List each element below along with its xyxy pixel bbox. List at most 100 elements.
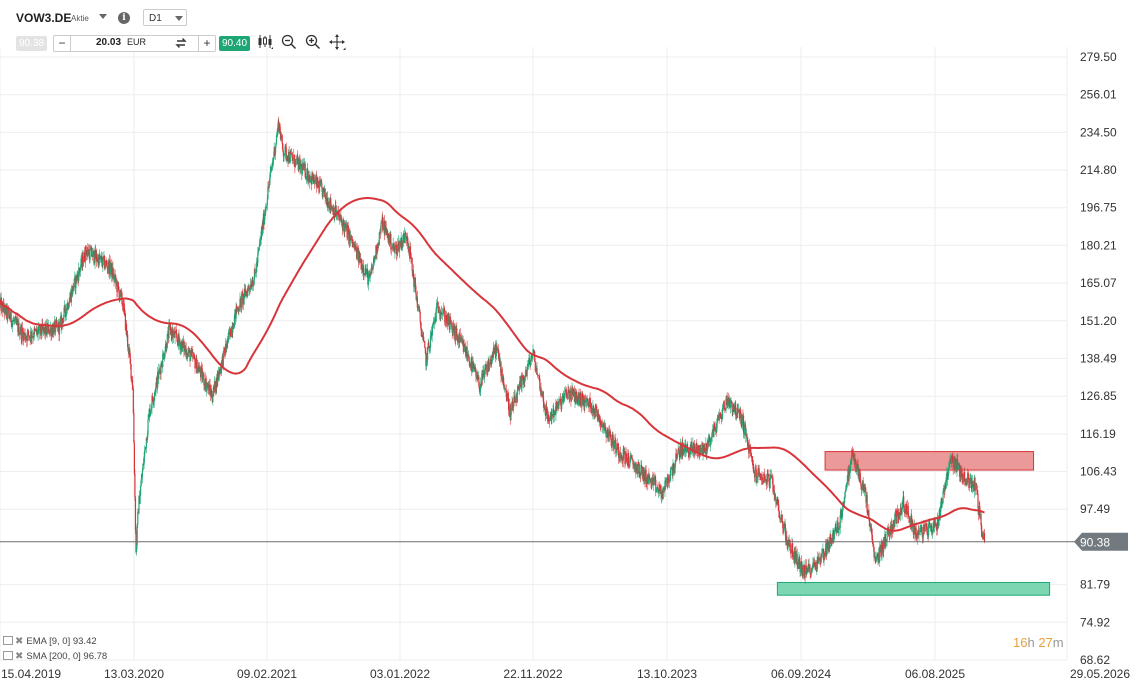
candle-body — [972, 480, 974, 485]
candle-body — [196, 357, 198, 373]
last-price-line: 90.38 — [0, 532, 1128, 551]
swap-icon[interactable] — [175, 36, 187, 50]
candle-body — [762, 478, 764, 481]
candle-body — [872, 544, 875, 547]
sma-200-line — [0, 197, 985, 532]
zoom-out-icon[interactable] — [280, 33, 298, 51]
candle-body — [99, 258, 101, 260]
candle-body — [258, 247, 260, 250]
candle-body — [700, 450, 702, 455]
candle-body — [662, 488, 664, 500]
timeframe-select[interactable]: D1 — [143, 9, 187, 26]
indicator-settings-icon[interactable] — [3, 635, 13, 645]
candle-body — [939, 505, 942, 517]
candle-body — [898, 513, 900, 518]
move-crosshair-icon[interactable] — [328, 33, 346, 51]
candle-body — [929, 523, 931, 528]
candle-body — [162, 353, 164, 367]
candle-body — [731, 402, 733, 413]
candle-body — [693, 444, 696, 454]
candle-body — [351, 236, 353, 243]
candle-body — [734, 402, 737, 416]
sell-price-button[interactable]: 90.38 — [16, 36, 47, 51]
candle-body — [170, 326, 172, 335]
indicator-ema-legend[interactable]: ✖ EMA [9, 0] 93.42 — [3, 635, 97, 647]
candle-body — [950, 458, 952, 461]
candle-body — [551, 414, 553, 421]
candle-body — [437, 307, 440, 313]
candle-body — [277, 127, 279, 136]
candle-body — [484, 367, 486, 370]
symbol-dropdown-caret-icon[interactable] — [99, 14, 107, 19]
candle-body — [317, 177, 319, 186]
candle-body — [912, 520, 914, 524]
candle-body — [514, 398, 517, 403]
candle-body — [13, 320, 16, 322]
candle-body — [172, 332, 175, 337]
candle-body — [184, 345, 186, 351]
info-icon[interactable]: i — [118, 12, 130, 24]
sma-line — [0, 197, 985, 532]
candle-body — [502, 376, 504, 383]
candle-body — [517, 386, 519, 391]
candle-body — [219, 367, 222, 374]
y-tick-label: 97.49 — [1080, 502, 1110, 516]
candle-body — [711, 431, 713, 438]
y-tick-label: 165.07 — [1080, 276, 1117, 290]
decrease-quantity-button[interactable]: − — [54, 36, 71, 51]
candle-body — [375, 245, 378, 255]
candle-body — [181, 340, 183, 352]
candle-body — [572, 388, 574, 395]
candle-body — [120, 292, 123, 294]
candle-body — [855, 464, 857, 472]
candle-body — [145, 438, 147, 449]
candle-body — [280, 137, 282, 140]
candle-body — [626, 457, 628, 459]
candle-body — [971, 480, 974, 489]
candle-body — [382, 217, 384, 231]
candle-body — [595, 406, 597, 410]
candle-body — [916, 538, 918, 540]
candle-body — [289, 151, 291, 163]
candle-body — [409, 246, 412, 258]
candle-body — [85, 246, 87, 253]
candle-body — [848, 467, 850, 482]
candle-body — [940, 498, 942, 506]
candle-body — [309, 179, 311, 183]
remove-indicator-icon[interactable]: ✖ — [15, 636, 24, 647]
candle-body — [129, 350, 131, 359]
quantity-stepper[interactable]: − 20.03 EUR + — [53, 35, 216, 52]
candle-body — [384, 225, 386, 236]
candle-body — [581, 392, 583, 406]
chart-type-candles-icon[interactable] — [256, 33, 274, 51]
candle-body — [742, 414, 744, 416]
increase-quantity-button[interactable]: + — [198, 36, 215, 51]
candle-body — [969, 478, 971, 485]
candle-body — [21, 327, 23, 340]
candle-body — [202, 376, 204, 380]
candle-body — [918, 531, 920, 536]
quantity-value[interactable]: 20.03 — [96, 37, 122, 48]
indicator-settings-icon[interactable] — [3, 650, 13, 660]
y-tick-label: 116.19 — [1080, 427, 1116, 441]
candle-body — [763, 473, 765, 476]
candle-body — [651, 479, 653, 488]
candle-body — [659, 485, 661, 494]
buy-price-button[interactable]: 90.40 — [219, 36, 250, 51]
zoom-in-icon[interactable] — [304, 33, 322, 51]
candle-body — [479, 390, 481, 392]
candle-body — [133, 413, 135, 444]
candle-body — [417, 307, 419, 309]
candle-body — [655, 488, 657, 493]
remove-indicator-icon[interactable]: ✖ — [15, 651, 24, 662]
candle-body — [433, 318, 436, 324]
symbol-title[interactable]: VOW3.DE — [16, 11, 72, 25]
candle-body — [169, 323, 171, 327]
candle-body — [816, 569, 818, 570]
candle-body — [178, 341, 181, 343]
candle-body — [53, 324, 55, 335]
candle-body — [243, 288, 246, 299]
candle-body — [706, 450, 708, 454]
indicator-sma-legend[interactable]: ✖ SMA [200, 0] 96.78 — [3, 650, 107, 662]
